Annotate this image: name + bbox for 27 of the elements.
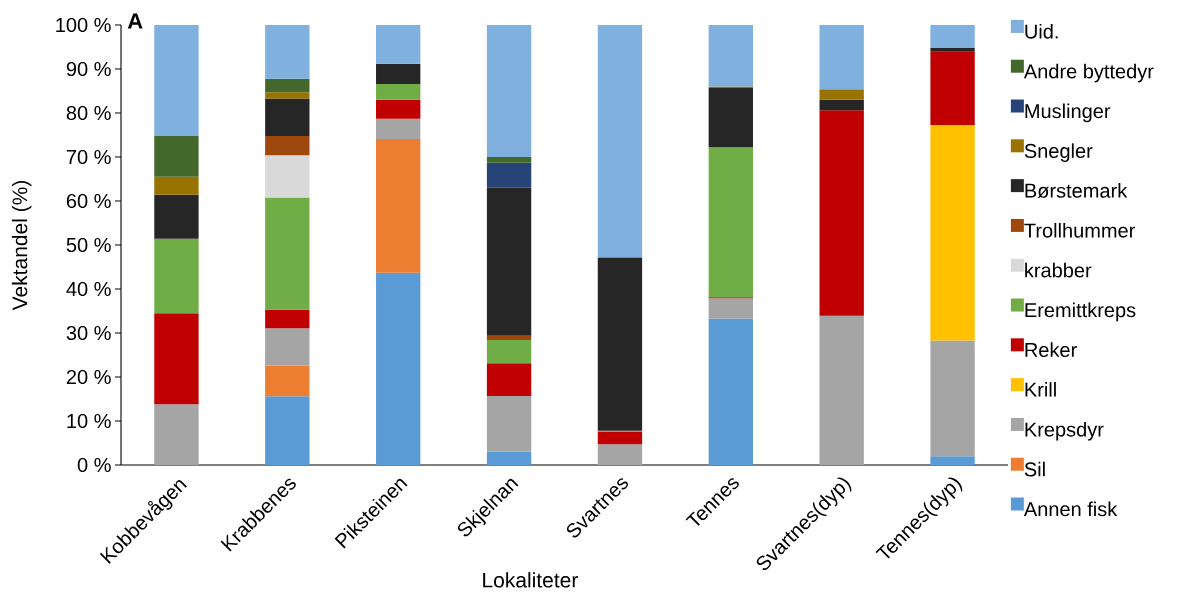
y-tick-label: 10 % (67, 413, 111, 429)
legend-label: Krill (1025, 382, 1056, 397)
y-tick-label: 100 % (56, 17, 111, 33)
x-axis-title: Lokaliteter (483, 572, 578, 588)
legend-label: Annen fisk (1023, 501, 1118, 517)
y-tick-label: 40 % (66, 281, 111, 297)
y-tick-label: 50 % (66, 237, 111, 253)
legend-label: Snegler (1024, 143, 1093, 162)
legend-label: Sil (1024, 461, 1045, 477)
y-tick-label: 0 % (77, 457, 111, 473)
legend-label: Trollhummer (1024, 222, 1136, 238)
legend-label: Krepsdyr (1025, 421, 1104, 441)
y-tick-label: 80 % (66, 105, 111, 121)
legend-label: Børstemark (1025, 183, 1128, 198)
annotation: A (127, 13, 143, 29)
legend-label: Eremittkreps (1025, 302, 1136, 322)
y-tick-label: 60 % (66, 193, 111, 209)
legend-label: Muslinger (1025, 103, 1111, 123)
y-tick-label: 20 % (66, 369, 111, 385)
y-tick-label: 70 % (66, 149, 111, 165)
legend-label: Reker (1025, 342, 1077, 358)
legend-label: Andre byttedyr (1023, 63, 1154, 83)
y-axis-title: Vektandel (%) (11, 180, 32, 311)
legend-label: Uid. (1025, 23, 1058, 39)
legend-label: krabber (1025, 262, 1092, 278)
y-tick-label: 90 % (66, 61, 111, 77)
y-tick-label: 30 % (66, 325, 111, 341)
